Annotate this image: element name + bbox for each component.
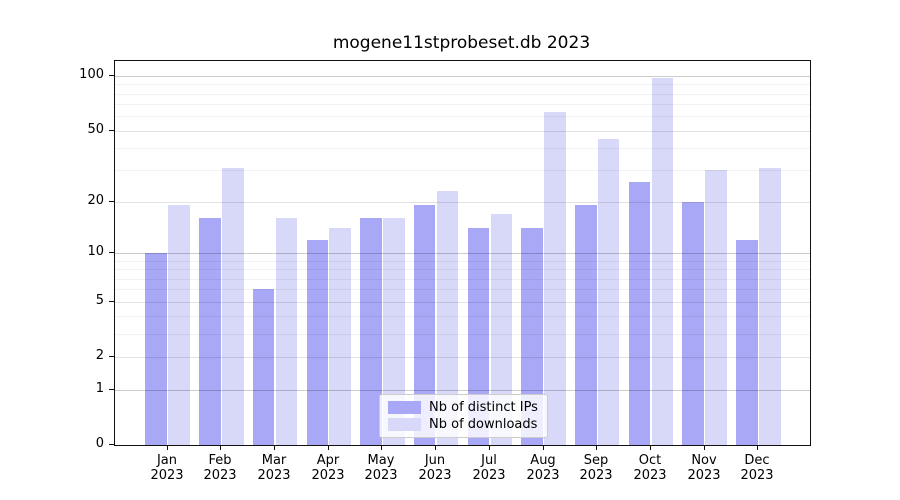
x-tick-year: 2023	[203, 468, 237, 483]
legend-item-label: Nb of distinct IPs	[429, 400, 538, 415]
legend: Nb of distinct IPs Nb of downloads	[379, 394, 548, 438]
y-tick-mark	[109, 389, 114, 390]
bar-downloads-sep	[597, 138, 620, 445]
x-tick-mark	[596, 445, 597, 450]
x-tick-year: 2023	[364, 468, 398, 483]
bar-distinct-ips-jan	[145, 253, 167, 445]
x-tick-label: Sep 2023	[565, 453, 627, 483]
bar-downloads-apr	[329, 228, 351, 445]
bars-layer	[115, 61, 810, 445]
x-tick-label: Aug 2023	[512, 453, 574, 483]
x-tick-month: Nov	[691, 453, 717, 468]
legend-item: Nb of downloads	[388, 416, 538, 433]
x-tick-mark	[704, 445, 705, 450]
x-tick-month: Feb	[208, 453, 232, 468]
x-tick-year: 2023	[687, 468, 721, 483]
y-tick-label: 0	[95, 436, 104, 451]
x-tick-label: Dec 2023	[726, 453, 788, 483]
y-tick-mark	[109, 444, 114, 445]
x-tick-month: Jul	[481, 453, 497, 468]
x-tick-label: Oct 2023	[619, 453, 681, 483]
bar-downloads-dec	[759, 167, 781, 445]
x-tick-month: Sep	[583, 453, 609, 468]
legend-swatch	[388, 401, 421, 414]
x-tick-mark	[167, 445, 168, 450]
x-tick-mark	[650, 445, 651, 450]
x-tick-label: Jun 2023	[404, 453, 466, 483]
x-tick-month: Dec	[744, 453, 770, 468]
bar-downloads-aug	[544, 112, 566, 445]
bar-distinct-ips-nov	[682, 201, 704, 445]
bar-distinct-ips-may	[360, 218, 382, 445]
x-tick-label: Feb 2023	[189, 453, 251, 483]
bar-downloads-nov	[705, 170, 727, 445]
bar-distinct-ips-dec	[736, 239, 758, 445]
y-tick-label: 50	[87, 122, 104, 137]
x-tick-year: 2023	[150, 468, 184, 483]
bar-distinct-ips-feb	[199, 218, 221, 445]
bar-distinct-ips-jul	[467, 228, 490, 445]
bar-distinct-ips-sep	[575, 205, 597, 445]
x-tick-mark	[435, 445, 436, 450]
x-tick-month: May	[367, 453, 395, 468]
x-tick-label: Mar 2023	[243, 453, 305, 483]
bar-downloads-jun	[436, 190, 459, 445]
x-tick-mark	[381, 445, 382, 450]
x-tick-month: Mar	[261, 453, 287, 468]
bar-distinct-ips-mar	[252, 289, 275, 445]
y-tick-label: 10	[87, 244, 104, 259]
x-tick-year: 2023	[526, 468, 560, 483]
bar-downloads-oct	[651, 78, 674, 445]
y-tick-mark	[109, 301, 114, 302]
x-tick-month: Jun	[424, 453, 446, 468]
x-tick-label: May 2023	[350, 453, 412, 483]
x-tick-label: Nov 2023	[673, 453, 735, 483]
y-tick-mark	[109, 75, 114, 76]
y-tick-label: 100	[79, 67, 104, 82]
bar-distinct-ips-apr	[306, 239, 328, 445]
x-tick-mark	[489, 445, 490, 450]
x-tick-mark	[543, 445, 544, 450]
chart-title: mogene11stprobeset.db 2023	[332, 33, 591, 53]
legend-item-label: Nb of downloads	[429, 417, 538, 432]
y-tick-mark	[109, 201, 114, 202]
x-tick-month: Apr	[316, 453, 340, 468]
y-tick-label: 20	[87, 193, 104, 208]
bar-distinct-ips-jun	[413, 205, 436, 445]
x-tick-mark	[757, 445, 758, 450]
bar-downloads-feb	[222, 167, 244, 445]
x-tick-year: 2023	[740, 468, 774, 483]
y-tick-label: 2	[95, 348, 104, 363]
bar-downloads-jan	[168, 205, 190, 445]
y-tick-mark	[109, 130, 114, 131]
x-tick-year: 2023	[311, 468, 345, 483]
x-tick-mark	[328, 445, 329, 450]
y-tick-mark	[109, 252, 114, 253]
bar-distinct-ips-aug	[521, 228, 543, 445]
x-tick-year: 2023	[579, 468, 613, 483]
legend-item: Nb of distinct IPs	[388, 399, 538, 416]
bar-downloads-mar	[275, 218, 298, 445]
x-tick-label: Apr 2023	[297, 453, 359, 483]
bar-downloads-may	[383, 218, 405, 445]
x-tick-year: 2023	[418, 468, 452, 483]
y-tick-label: 1	[95, 381, 104, 396]
x-tick-month: Oct	[638, 453, 662, 468]
legend-swatch	[388, 418, 421, 431]
plot-area: Nb of distinct IPs Nb of downloads	[114, 60, 811, 446]
bar-downloads-jul	[490, 213, 512, 445]
x-tick-year: 2023	[257, 468, 291, 483]
x-tick-label: Jan 2023	[136, 453, 198, 483]
x-tick-label: Jul 2023	[458, 453, 520, 483]
y-tick-label: 5	[95, 293, 104, 308]
x-tick-mark	[220, 445, 221, 450]
bar-distinct-ips-oct	[628, 181, 651, 445]
x-tick-year: 2023	[472, 468, 506, 483]
x-tick-month: Jan	[156, 453, 178, 468]
y-tick-mark	[109, 356, 114, 357]
x-tick-year: 2023	[633, 468, 667, 483]
x-tick-mark	[274, 445, 275, 450]
x-tick-month: Aug	[530, 453, 556, 468]
